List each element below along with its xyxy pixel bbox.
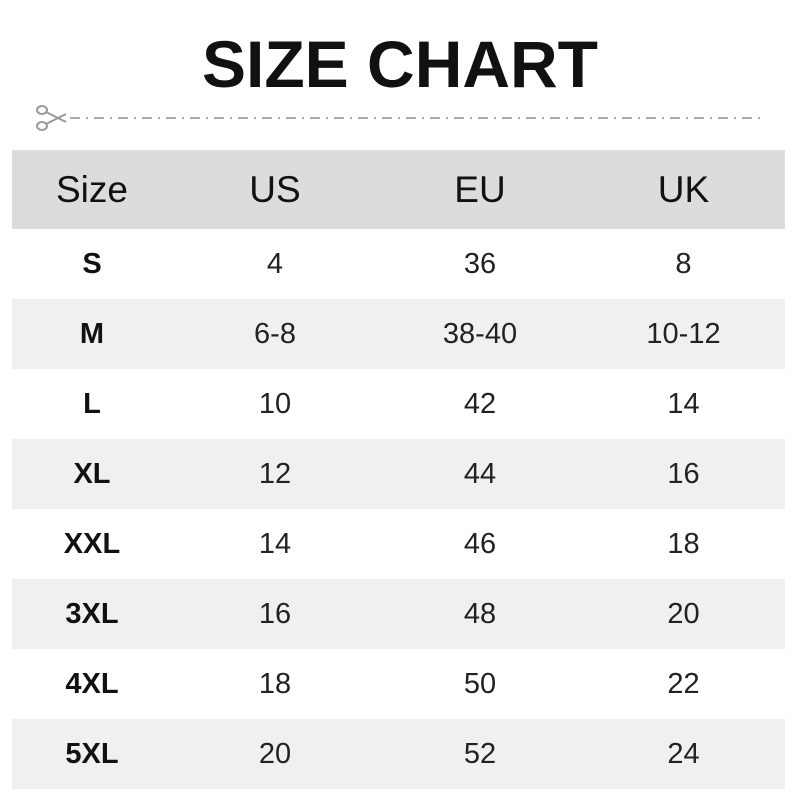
cell-uk: 20 xyxy=(667,597,700,630)
cell-us: 10 xyxy=(258,387,292,420)
table-row: M 6-8 38-40 10-12 xyxy=(12,299,785,369)
cell-eu: 38-40 xyxy=(442,317,518,350)
cell-uk: 10-12 xyxy=(646,317,721,350)
cell-us: 20 xyxy=(258,737,292,770)
cell-us: 4 xyxy=(266,247,284,280)
table-row: 5XL 20 52 24 xyxy=(12,719,785,789)
cell-size: XXL xyxy=(63,527,121,560)
cell-size: S xyxy=(82,247,102,280)
cell-eu: 50 xyxy=(463,667,497,700)
cell-size: 4XL xyxy=(65,667,119,700)
header-size: Size xyxy=(56,168,128,210)
cell-uk: 14 xyxy=(667,387,700,420)
cell-eu: 36 xyxy=(463,247,497,280)
cell-size: 5XL xyxy=(65,737,119,770)
cell-eu: 48 xyxy=(463,597,497,630)
cell-size: XL xyxy=(73,457,111,490)
cell-eu: 46 xyxy=(463,527,497,560)
cell-uk: 22 xyxy=(667,667,700,700)
cell-us: 12 xyxy=(258,457,292,490)
table-row: 3XL 16 48 20 xyxy=(12,579,785,649)
cell-size: M xyxy=(79,317,105,350)
scissors-icon xyxy=(36,105,67,131)
size-table: Size US EU UK S 4 36 8 M 6-8 38-40 10-12 L 10 42 14… xyxy=(12,150,785,789)
cell-size: L xyxy=(83,387,101,420)
cell-eu: 44 xyxy=(463,457,497,490)
cell-us: 18 xyxy=(258,667,292,700)
table-row: 4XL 18 50 22 xyxy=(12,649,785,719)
header-uk: UK xyxy=(657,168,710,210)
page-title: SIZE CHART xyxy=(202,27,598,101)
table-row: L 10 42 14 xyxy=(12,369,785,439)
cut-line xyxy=(36,105,766,131)
cell-us: 14 xyxy=(258,527,292,560)
cell-uk: 16 xyxy=(667,457,700,490)
cell-us: 6-8 xyxy=(254,317,296,350)
cell-uk: 18 xyxy=(667,527,700,560)
cell-uk: 24 xyxy=(667,737,700,770)
cell-us: 16 xyxy=(258,597,292,630)
table-row: XL 12 44 16 xyxy=(12,439,785,509)
header-eu: EU xyxy=(454,168,506,210)
cell-eu: 42 xyxy=(463,387,497,420)
table-header: Size US EU UK xyxy=(12,150,785,229)
cell-eu: 52 xyxy=(463,737,497,770)
header-us: US xyxy=(249,168,301,210)
table-row: XXL 14 46 18 xyxy=(12,509,785,579)
cell-size: 3XL xyxy=(65,597,119,630)
table-row: S 4 36 8 xyxy=(12,229,785,299)
cell-uk: 8 xyxy=(675,247,692,280)
